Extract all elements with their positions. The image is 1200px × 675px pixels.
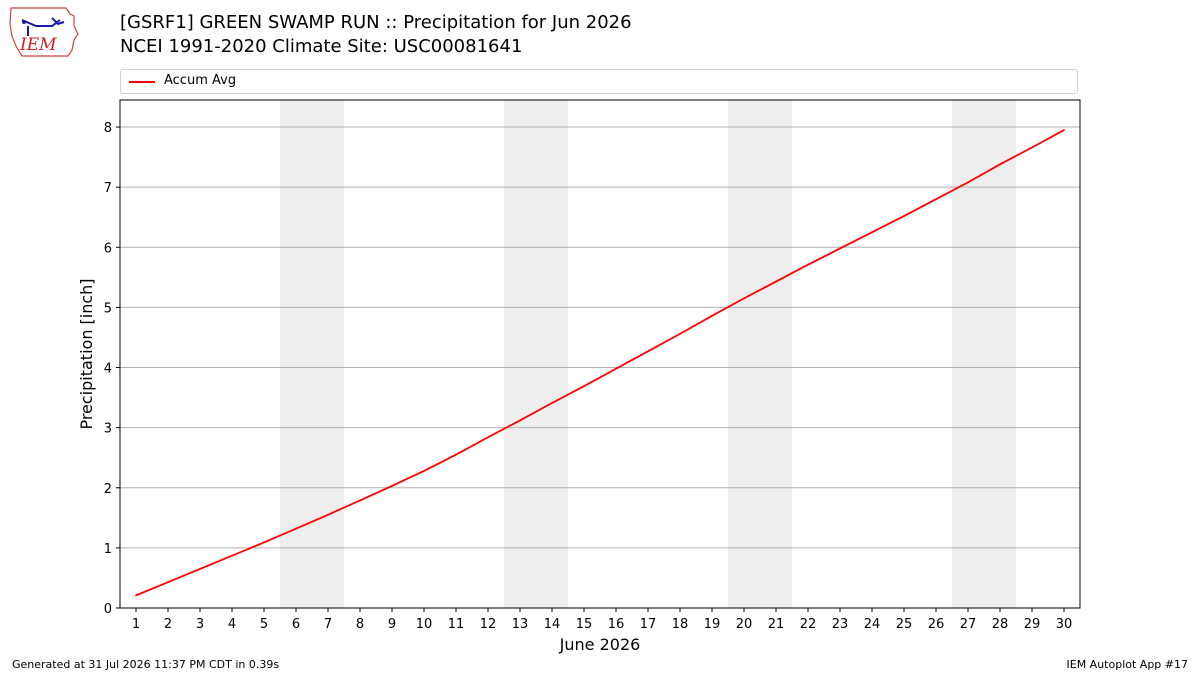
y-tick-label: 3 <box>104 422 112 437</box>
data-point <box>743 297 745 300</box>
x-tick-label: 30 <box>1056 617 1073 632</box>
x-tick-label: 12 <box>480 617 497 632</box>
x-tick-label: 13 <box>512 617 529 632</box>
data-point <box>775 280 777 283</box>
x-tick-label: 20 <box>736 617 753 632</box>
y-tick-label: 0 <box>104 602 112 617</box>
data-point <box>615 367 617 370</box>
x-tick-label: 27 <box>960 617 977 632</box>
data-point <box>551 402 553 404</box>
x-tick-label: 5 <box>260 617 268 632</box>
data-point <box>327 513 329 516</box>
data-point <box>487 436 489 439</box>
logo-text: IEM <box>19 35 57 55</box>
y-tick-label: 8 <box>104 121 112 136</box>
data-point <box>1031 146 1033 149</box>
data-point <box>295 527 297 530</box>
legend: Accum Avg <box>120 69 1078 94</box>
y-tick-label: 6 <box>104 241 112 256</box>
weekend-band <box>280 100 344 608</box>
x-tick-label: 9 <box>388 617 396 632</box>
data-point <box>583 385 585 388</box>
data-point <box>967 181 969 184</box>
data-point <box>199 568 201 570</box>
y-tick-label: 7 <box>104 181 112 196</box>
legend-series-label: Accum Avg <box>164 73 237 88</box>
x-tick-label: 23 <box>832 617 849 632</box>
data-point <box>167 581 169 584</box>
data-point <box>231 554 233 557</box>
x-tick-label: 16 <box>608 617 625 632</box>
data-point <box>903 215 905 217</box>
data-point <box>423 470 425 472</box>
x-tick-label: 28 <box>992 617 1009 632</box>
weekend-band <box>504 100 568 608</box>
x-tick-label: 14 <box>544 617 561 632</box>
x-tick-label: 22 <box>800 617 817 632</box>
x-tick-label: 18 <box>672 617 689 632</box>
x-tick-label: 21 <box>768 617 785 632</box>
x-tick-label: 25 <box>896 617 913 632</box>
x-tick-label: 6 <box>292 617 300 632</box>
data-point <box>359 499 361 502</box>
x-tick-label: 17 <box>640 617 657 632</box>
series-line-accum-avg <box>135 129 1065 597</box>
x-tick-label: 7 <box>324 617 332 632</box>
y-tick-label: 5 <box>104 301 112 316</box>
app-label: IEM Autoplot App #17 <box>1066 658 1189 671</box>
weekend-band <box>728 100 792 608</box>
x-tick-label: 15 <box>576 617 593 632</box>
data-point <box>807 263 809 266</box>
data-point <box>711 314 713 317</box>
x-tick-label: 10 <box>416 617 433 632</box>
generated-timestamp: Generated at 31 Jul 2026 11:37 PM CDT in… <box>12 658 280 671</box>
x-tick-label: 26 <box>928 617 945 632</box>
x-tick-label: 1 <box>132 617 140 632</box>
data-point <box>839 247 841 250</box>
x-tick-label: 29 <box>1024 617 1041 632</box>
x-tick-label: 2 <box>164 617 172 632</box>
y-tick-label: 4 <box>104 362 112 377</box>
data-point <box>519 419 521 422</box>
x-tick-label: 3 <box>196 617 204 632</box>
data-point <box>263 541 265 544</box>
x-tick-label: 4 <box>228 617 236 632</box>
x-tick-label: 8 <box>356 617 364 632</box>
y-tick-label: 2 <box>104 482 112 497</box>
y-axis-label: Precipitation [inch] <box>77 278 96 429</box>
data-point <box>1063 129 1065 131</box>
chart-subtitle: NCEI 1991-2020 Climate Site: USC00081641 <box>120 36 523 57</box>
data-point <box>391 485 393 487</box>
data-point <box>679 332 681 335</box>
iem-logo: IEM <box>8 6 82 60</box>
data-point <box>455 453 457 456</box>
legend-series-swatch <box>129 81 155 83</box>
data-point <box>999 163 1001 166</box>
data-point <box>647 350 649 353</box>
x-tick-label: 11 <box>448 617 465 632</box>
plot-frame <box>119 99 1081 609</box>
x-axis-label: June 2026 <box>559 635 641 654</box>
data-point <box>871 231 873 234</box>
data-point <box>135 594 137 597</box>
x-tick-label: 24 <box>864 617 881 632</box>
chart-title: [GSRF1] GREEN SWAMP RUN :: Precipitation… <box>120 12 632 33</box>
weekend-band <box>952 100 1016 608</box>
y-tick-label: 1 <box>104 542 112 557</box>
data-point <box>935 198 937 201</box>
x-tick-label: 19 <box>704 617 721 632</box>
